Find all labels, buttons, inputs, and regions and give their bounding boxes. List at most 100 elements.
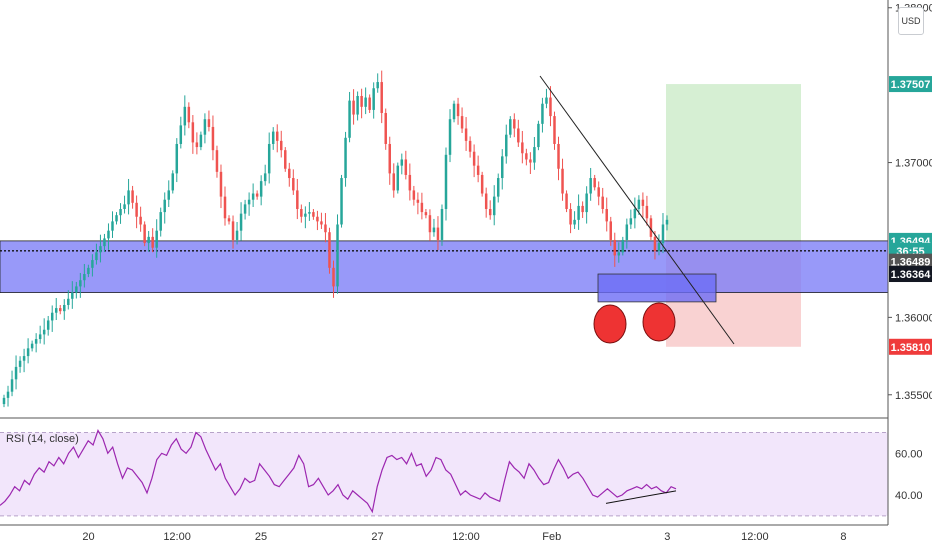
candle-body <box>119 209 122 216</box>
candle-body <box>231 221 235 240</box>
candle-body <box>501 156 504 179</box>
bottom-marker-2 <box>642 302 676 342</box>
candle-body <box>420 202 424 213</box>
candle-body <box>199 134 203 148</box>
candle-body <box>537 123 540 148</box>
candle-body <box>645 205 649 219</box>
candle-body <box>392 173 396 191</box>
candle-body <box>653 236 657 251</box>
candle-body <box>561 168 564 194</box>
rsi-trendline <box>605 490 677 504</box>
candle-body <box>388 143 391 174</box>
candle-body <box>211 126 215 151</box>
candle-body <box>183 106 187 126</box>
candle-body <box>448 119 452 155</box>
candle-body <box>416 199 420 203</box>
candle-body <box>191 122 195 143</box>
candle-body <box>368 97 371 110</box>
candle-body <box>480 174 484 194</box>
candle-body <box>292 178 295 191</box>
candle-body <box>432 227 436 233</box>
candle-body <box>625 224 629 240</box>
candle-body <box>243 204 247 214</box>
candle-body <box>569 209 572 225</box>
candle-body <box>517 128 520 143</box>
candle-body <box>67 298 70 305</box>
candle-body <box>195 142 199 148</box>
candle-body <box>549 97 552 117</box>
candle-body <box>404 159 408 175</box>
time-tick-label: 27 <box>371 531 383 543</box>
candle-body <box>352 100 355 115</box>
candle-body <box>505 134 508 157</box>
price-tick-label: 1.37000 <box>895 158 932 170</box>
support-zone-band <box>0 240 889 293</box>
candle-body <box>408 174 412 191</box>
time-tick-label: 20 <box>82 531 94 543</box>
rsi-pane: RSI (14, close) 60.00 40.00 <box>0 428 923 517</box>
candle-body <box>328 232 331 268</box>
candle-body <box>464 128 468 141</box>
candle-body <box>597 187 600 197</box>
candle-body <box>605 209 608 222</box>
candle-body <box>159 212 162 231</box>
candle-body <box>513 119 516 129</box>
rsi-tick-label: 60.00 <box>895 448 923 460</box>
candle-body <box>34 339 38 344</box>
candle-body <box>525 153 528 160</box>
candle-body <box>573 219 576 225</box>
candle-body <box>380 82 383 114</box>
candle-body <box>581 205 584 213</box>
candle-body <box>364 97 367 107</box>
candle-body <box>617 252 621 256</box>
candle-body <box>593 178 596 188</box>
candle-body <box>54 308 58 313</box>
candle-body <box>665 219 669 225</box>
candle-body <box>135 202 138 217</box>
candle-body <box>324 224 327 233</box>
candle-body <box>247 199 251 205</box>
candle-body <box>22 356 26 361</box>
candle-body <box>179 125 183 144</box>
rsi-tick-label: 40.00 <box>895 490 923 502</box>
candle-body <box>271 131 275 144</box>
time-tick-label: 25 <box>255 531 267 543</box>
candle-body <box>444 154 448 209</box>
price-badge-label: 1.36364 <box>891 269 932 281</box>
price-badge <box>889 338 932 355</box>
candle-body <box>472 151 476 166</box>
candle-body <box>46 320 50 330</box>
candle-body <box>601 196 604 209</box>
candle-body <box>308 212 311 214</box>
candle-body <box>83 274 86 281</box>
candle-body <box>71 292 74 299</box>
candle-body <box>476 165 480 175</box>
candle-body <box>613 239 617 256</box>
currency-label[interactable]: USD <box>898 7 924 35</box>
candle-body <box>340 178 343 225</box>
candles-layer <box>2 70 669 408</box>
price-badge <box>889 76 932 93</box>
candle-body <box>263 173 267 182</box>
candle-body <box>288 168 291 179</box>
time-tick-label: 3 <box>664 531 670 543</box>
candle-body <box>91 260 94 268</box>
candle-body <box>529 159 532 163</box>
candle-body <box>428 215 432 233</box>
time-tick-label: Feb <box>542 531 561 543</box>
candle-body <box>275 131 279 141</box>
rsi-line <box>0 428 677 514</box>
price-badge-label: 1.35810 <box>891 342 931 354</box>
candle-body <box>147 236 150 244</box>
candle-body <box>629 218 633 225</box>
candle-body <box>316 216 319 222</box>
long-position-target-zone <box>666 84 801 241</box>
candle-body <box>300 209 303 217</box>
time-tick-label: 12:00 <box>452 531 480 543</box>
time-tick-label: 8 <box>840 531 846 543</box>
candle-body <box>545 97 548 104</box>
candle-body <box>215 150 219 172</box>
candle-body <box>75 286 78 293</box>
